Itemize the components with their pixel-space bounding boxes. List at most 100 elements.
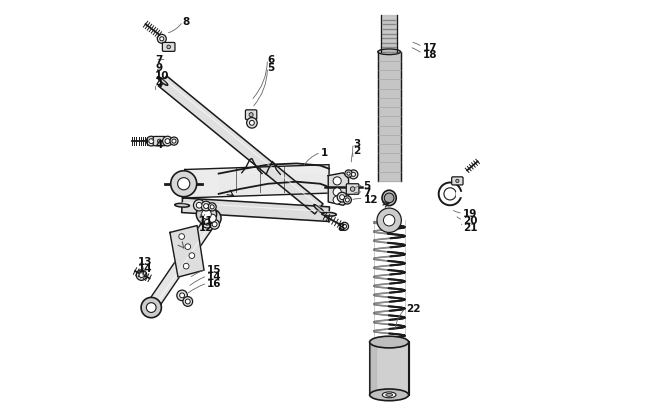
Circle shape xyxy=(204,220,210,226)
Circle shape xyxy=(203,210,221,228)
Circle shape xyxy=(179,293,185,298)
Text: 10: 10 xyxy=(155,71,170,81)
Circle shape xyxy=(157,140,161,144)
Ellipse shape xyxy=(382,392,396,398)
Circle shape xyxy=(177,290,187,301)
Circle shape xyxy=(210,220,220,230)
Circle shape xyxy=(343,196,352,205)
Ellipse shape xyxy=(209,213,216,224)
Circle shape xyxy=(136,270,147,281)
Circle shape xyxy=(208,215,216,223)
Circle shape xyxy=(246,118,257,129)
Text: 6: 6 xyxy=(267,55,274,65)
Text: 5: 5 xyxy=(363,181,370,190)
Text: 15: 15 xyxy=(207,264,222,274)
Text: 5: 5 xyxy=(267,63,274,73)
Circle shape xyxy=(146,137,156,147)
Ellipse shape xyxy=(378,50,400,55)
Circle shape xyxy=(189,253,194,259)
Text: 3: 3 xyxy=(354,139,361,149)
Text: 19: 19 xyxy=(463,209,477,219)
Circle shape xyxy=(339,195,344,200)
Circle shape xyxy=(203,204,209,209)
Ellipse shape xyxy=(322,213,336,217)
Text: 18: 18 xyxy=(422,50,437,60)
Text: 9: 9 xyxy=(155,63,162,73)
Circle shape xyxy=(202,210,211,220)
Circle shape xyxy=(377,209,401,233)
Circle shape xyxy=(201,202,211,211)
Ellipse shape xyxy=(175,204,189,208)
Circle shape xyxy=(347,173,350,176)
Circle shape xyxy=(345,198,349,202)
Text: 1: 1 xyxy=(321,148,328,158)
Circle shape xyxy=(170,138,178,146)
Circle shape xyxy=(249,113,253,117)
Circle shape xyxy=(337,193,347,202)
Circle shape xyxy=(167,46,170,49)
Circle shape xyxy=(149,139,153,144)
Ellipse shape xyxy=(382,191,396,206)
Text: 8: 8 xyxy=(337,223,345,232)
Circle shape xyxy=(171,171,197,197)
Circle shape xyxy=(196,203,202,209)
Text: 7: 7 xyxy=(363,188,371,197)
Circle shape xyxy=(350,187,355,192)
Ellipse shape xyxy=(148,303,155,313)
Text: 16: 16 xyxy=(207,279,222,288)
Polygon shape xyxy=(146,215,217,311)
Polygon shape xyxy=(328,173,348,206)
Circle shape xyxy=(183,297,192,307)
Text: 2: 2 xyxy=(354,146,361,156)
Circle shape xyxy=(185,244,190,250)
Circle shape xyxy=(157,35,166,44)
Text: 20: 20 xyxy=(463,216,478,226)
Ellipse shape xyxy=(157,77,168,86)
Ellipse shape xyxy=(385,393,393,396)
Circle shape xyxy=(196,205,216,225)
Circle shape xyxy=(160,38,164,42)
Circle shape xyxy=(202,217,213,228)
Circle shape xyxy=(212,222,217,227)
Polygon shape xyxy=(159,77,323,214)
Circle shape xyxy=(179,234,185,240)
Ellipse shape xyxy=(370,337,409,348)
FancyBboxPatch shape xyxy=(153,137,166,147)
Circle shape xyxy=(250,121,254,126)
Circle shape xyxy=(162,137,172,147)
Text: 11: 11 xyxy=(199,216,214,226)
Circle shape xyxy=(333,188,341,196)
Circle shape xyxy=(172,140,176,144)
Circle shape xyxy=(384,194,394,203)
FancyBboxPatch shape xyxy=(246,111,257,120)
Circle shape xyxy=(456,180,459,183)
Ellipse shape xyxy=(370,389,409,401)
Text: 13: 13 xyxy=(138,256,153,266)
Text: 12: 12 xyxy=(199,223,214,232)
Circle shape xyxy=(333,196,341,205)
Circle shape xyxy=(194,200,205,211)
Circle shape xyxy=(352,173,356,177)
FancyBboxPatch shape xyxy=(162,43,175,52)
Circle shape xyxy=(333,177,341,185)
Text: 17: 17 xyxy=(422,43,437,53)
Text: 7: 7 xyxy=(155,55,162,65)
Circle shape xyxy=(208,203,216,211)
Circle shape xyxy=(165,139,170,144)
Circle shape xyxy=(177,178,190,190)
Text: 8: 8 xyxy=(182,17,189,27)
Circle shape xyxy=(343,225,346,229)
Circle shape xyxy=(185,299,190,304)
Text: 4: 4 xyxy=(155,79,162,89)
Circle shape xyxy=(139,273,144,278)
Text: 14: 14 xyxy=(207,271,222,281)
Text: 22: 22 xyxy=(406,303,421,313)
Polygon shape xyxy=(185,165,329,198)
Circle shape xyxy=(345,171,352,178)
Text: 4: 4 xyxy=(155,140,162,150)
Text: 21: 21 xyxy=(463,223,478,232)
Ellipse shape xyxy=(314,205,324,214)
FancyBboxPatch shape xyxy=(452,177,463,185)
FancyBboxPatch shape xyxy=(346,184,359,195)
Circle shape xyxy=(146,303,156,313)
